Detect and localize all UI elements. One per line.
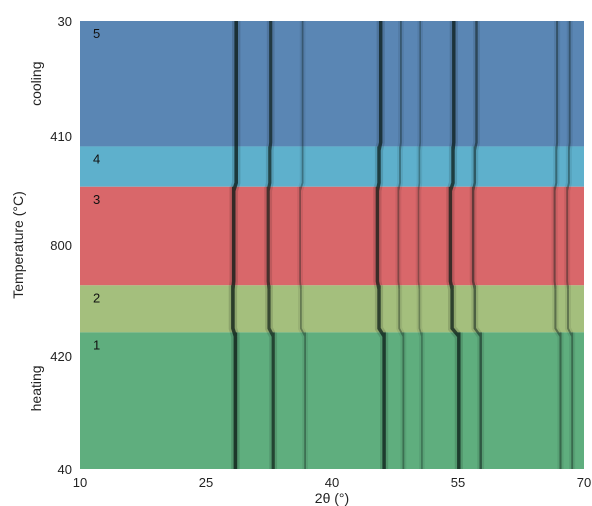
region-band-2 <box>80 285 584 333</box>
side-label-heating: heating <box>28 365 44 411</box>
peak-line <box>471 21 482 469</box>
region-band-4 <box>80 146 584 187</box>
y-axis-label: Temperature (°C) <box>10 191 26 299</box>
x-tick-label: 40 <box>325 475 339 490</box>
region-label-4: 4 <box>93 151 100 166</box>
x-axis-label: 2θ (°) <box>315 490 349 506</box>
peak-line <box>566 21 574 469</box>
y-tick-label: 410 <box>50 129 72 144</box>
y-tick-label: 800 <box>50 238 72 253</box>
temperature-regions <box>80 21 584 469</box>
peak-halo <box>446 21 463 469</box>
side-labels: cooling heating <box>28 62 44 412</box>
y-tick-label: 40 <box>58 462 72 477</box>
peak-line <box>231 21 238 469</box>
peak-halo <box>264 21 278 469</box>
peak-halo <box>551 21 564 469</box>
y-tick-label: 30 <box>58 14 72 29</box>
peak-line <box>553 21 562 469</box>
peak-line <box>375 21 386 469</box>
peak-halo <box>469 21 485 469</box>
peak-halo <box>297 21 308 469</box>
region-label-5: 5 <box>93 26 100 41</box>
x-tick-label: 55 <box>451 475 465 490</box>
peak-line <box>266 21 275 469</box>
peak-line <box>417 21 423 469</box>
peak-halo <box>564 21 576 469</box>
region-label-3: 3 <box>93 192 100 207</box>
y-tick-label: 420 <box>50 349 72 364</box>
x-tick-label: 70 <box>577 475 591 490</box>
peak-line <box>299 21 306 469</box>
peak-halo <box>228 21 241 469</box>
peak-halo <box>415 21 425 469</box>
region-band-3 <box>80 186 584 286</box>
diffraction-peaks <box>228 21 576 469</box>
region-labels: 5 4 3 2 1 <box>93 26 100 352</box>
x-tick-label: 10 <box>73 475 87 490</box>
x-tick-label: 25 <box>199 475 213 490</box>
peak-halo <box>395 21 407 469</box>
peak-line <box>397 21 405 469</box>
region-label-1: 1 <box>93 337 100 352</box>
region-label-2: 2 <box>93 290 100 305</box>
x-axis-ticks: 10 25 40 55 70 <box>73 475 591 490</box>
peak-halo <box>373 21 389 469</box>
region-band-5 <box>80 21 584 147</box>
y-axis-ticks: 30 410 800 420 40 <box>50 14 72 477</box>
peak-line <box>448 21 461 469</box>
side-label-cooling: cooling <box>28 62 44 106</box>
region-band-1 <box>80 332 584 469</box>
